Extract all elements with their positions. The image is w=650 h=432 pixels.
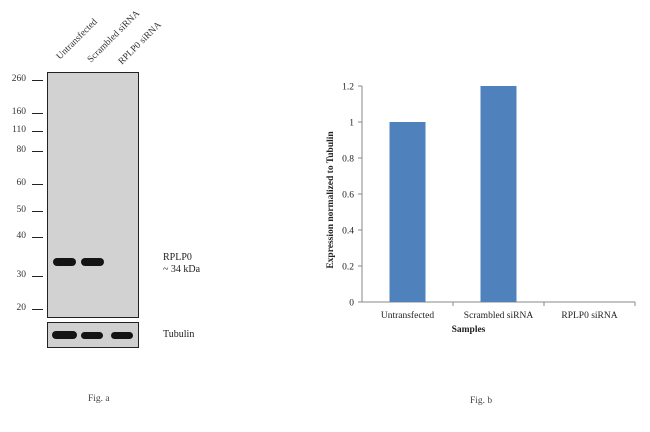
y-tick-label-4: 0.8 xyxy=(342,155,354,165)
rplp0-band-untransfected xyxy=(53,258,76,266)
mw-tick-110 xyxy=(32,131,43,132)
mw-marker-50: 50 xyxy=(16,205,27,215)
tubulin-label: Tubulin xyxy=(163,329,195,340)
y-tick-label-1: 0.2 xyxy=(342,263,354,273)
mw-tick-80 xyxy=(32,151,43,152)
x-tick-label-0: Untransfected xyxy=(381,310,435,321)
y-tick-label-2: 0.4 xyxy=(342,227,354,237)
y-tick-label-5: 1 xyxy=(349,119,354,129)
tubulin-band-untransfected xyxy=(52,331,77,339)
tubulin-band-rplp0-sirna xyxy=(111,332,133,339)
rplp0-band-label: RPLP0 xyxy=(163,252,192,263)
bar-untransfected xyxy=(389,122,426,302)
bar-scrambled-sirna xyxy=(480,86,517,302)
y-axis-title: Expression normalized to Tubulin xyxy=(326,131,336,269)
mw-marker-260: 260 xyxy=(11,74,26,84)
mw-tick-50 xyxy=(32,211,43,212)
mw-marker-30: 30 xyxy=(16,270,27,280)
tubulin-band-scrambled xyxy=(81,332,103,339)
mw-tick-60 xyxy=(32,184,43,185)
y-tick-label-0: 0 xyxy=(349,299,354,309)
mw-tick-160 xyxy=(32,113,43,114)
rplp0-blot xyxy=(47,72,139,318)
mw-marker-20: 20 xyxy=(16,303,27,313)
mw-marker-60: 60 xyxy=(16,178,27,188)
mw-tick-40 xyxy=(32,237,43,238)
x-tick-label-1: Scrambled siRNA xyxy=(464,311,534,321)
mw-tick-30 xyxy=(32,276,43,277)
mw-marker-110: 110 xyxy=(12,125,26,135)
figure-a-caption: Fig. a xyxy=(88,394,110,404)
figure-b-caption: Fig. b xyxy=(470,396,493,406)
y-tick-label-3: 0.6 xyxy=(342,191,354,201)
tubulin-blot xyxy=(47,322,139,348)
mw-marker-160: 160 xyxy=(11,107,26,117)
x-axis-title: Samples xyxy=(452,325,486,335)
y-tick-label-6: 1.2 xyxy=(342,83,354,93)
rplp0-band-scrambled xyxy=(81,258,104,266)
mw-marker-80: 80 xyxy=(16,145,27,155)
mw-tick-20 xyxy=(32,309,43,310)
x-tick-label-2: RPLP0 siRNA xyxy=(561,311,617,321)
mw-marker-40: 40 xyxy=(16,231,27,241)
rplp0-size-label: ~ 34 kDa xyxy=(163,264,201,275)
mw-tick-260 xyxy=(32,80,43,81)
